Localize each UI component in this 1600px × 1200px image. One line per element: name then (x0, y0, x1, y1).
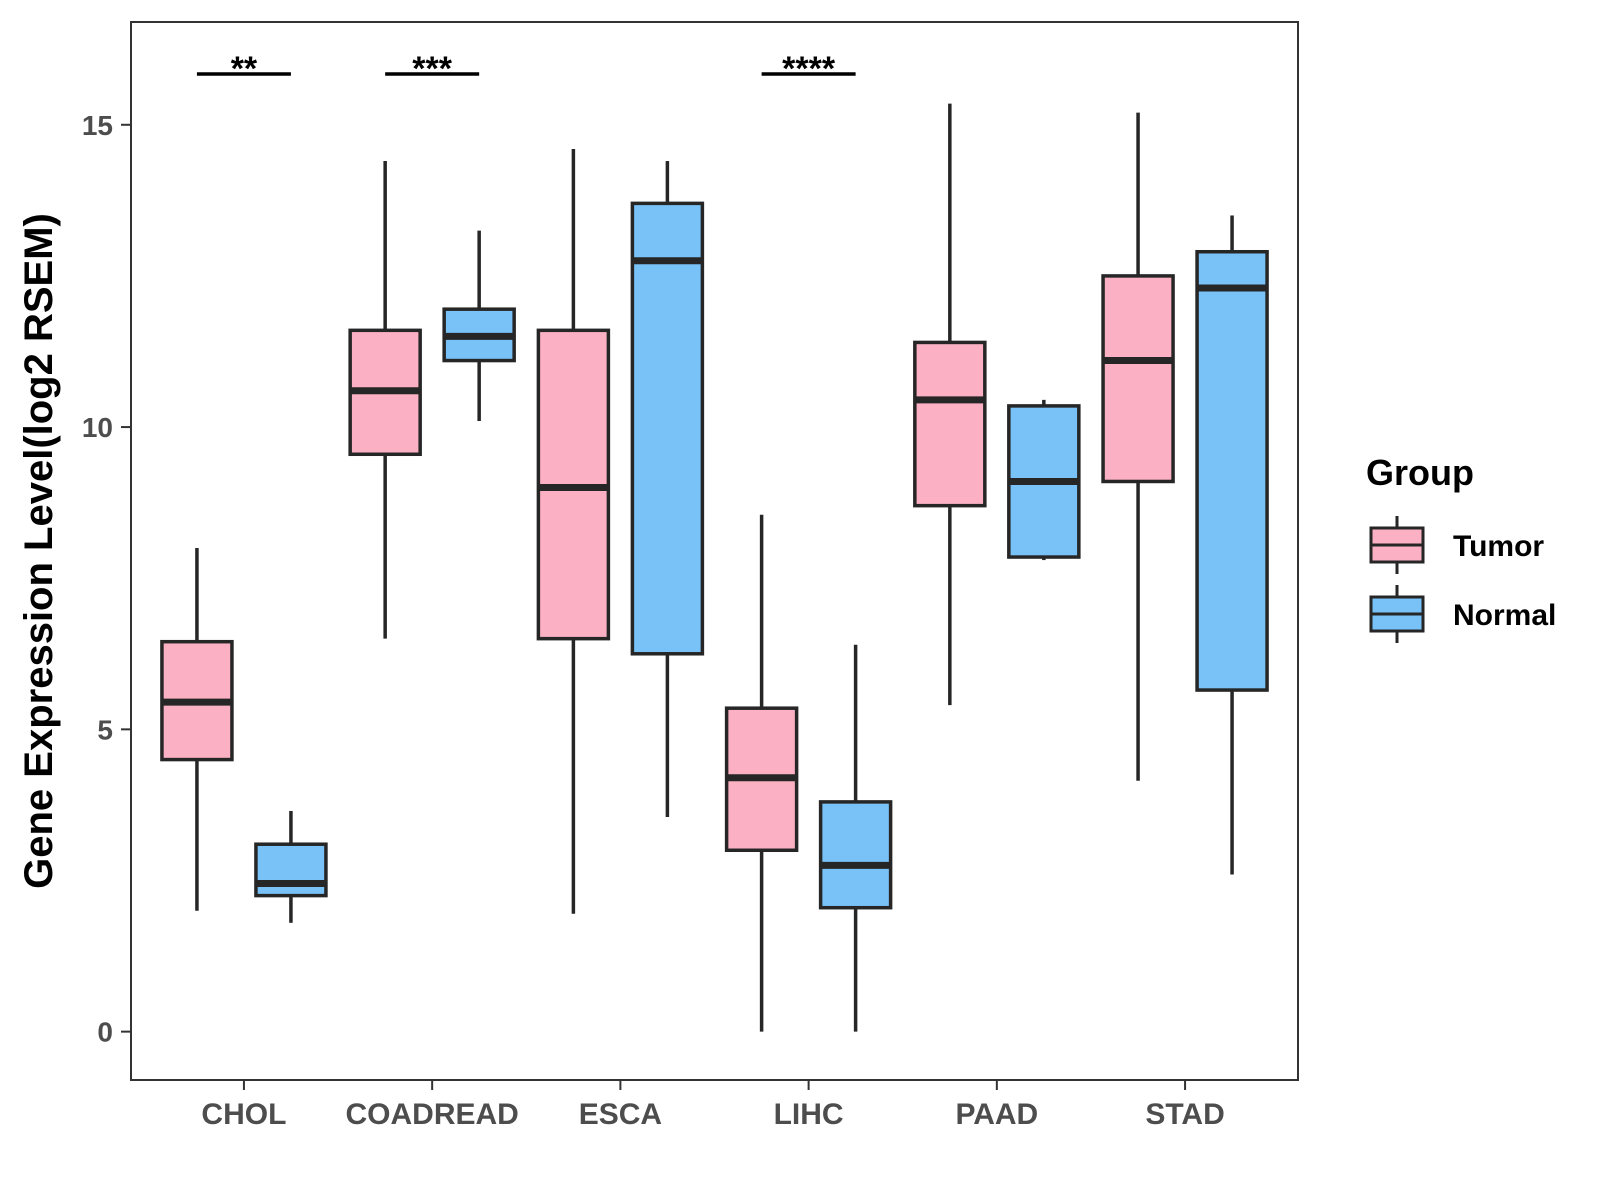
box-tumor-esca (536, 148, 611, 914)
legend-label: Normal (1453, 599, 1556, 632)
box-body (1101, 274, 1175, 484)
box-body (913, 340, 987, 508)
x-tick-label: CHOL (201, 1098, 286, 1131)
y-tick-label: 0 (97, 1017, 113, 1048)
box-normal-paad (1007, 399, 1081, 561)
box-body (254, 842, 328, 898)
box-normal-esca (630, 161, 705, 818)
legend-label: Tumor (1453, 530, 1544, 563)
y-axis-title: Gene Expression Level(log2 RSEM) (17, 213, 61, 889)
y-tick-label: 10 (82, 412, 113, 443)
legend-title: Group (1366, 452, 1474, 493)
x-tick-label: PAAD (955, 1098, 1038, 1131)
legend-item-tumor: Tumor (1369, 516, 1544, 574)
box-body (818, 800, 893, 910)
box-tumor-lihc (724, 514, 799, 1032)
box-normal-stad (1195, 215, 1269, 875)
significance-label: ** (231, 50, 258, 88)
box-normal-coadread (442, 230, 516, 422)
box-tumor-paad (913, 103, 987, 706)
box-tumor-stad (1101, 112, 1175, 781)
y-tick-label: 5 (97, 714, 113, 745)
significance-annotations: ** *** **** (196, 50, 856, 88)
box-group (160, 103, 1269, 1032)
x-tick-label: STAD (1145, 1098, 1224, 1131)
significance-label: *** (412, 50, 452, 88)
box-normal-chol (254, 810, 328, 923)
y-axis: 0 5 10 15 (82, 110, 131, 1048)
box-normal-lihc (818, 644, 893, 1032)
x-tick-label: LIHC (774, 1098, 844, 1131)
y-tick-label: 15 (82, 110, 113, 141)
x-tick-label: COADREAD (345, 1098, 518, 1131)
legend-key (1369, 585, 1425, 643)
legend-key (1369, 516, 1425, 574)
plot-panel (130, 21, 1299, 1081)
legend-item-normal: Normal (1369, 585, 1556, 643)
x-axis: CHOL COADREAD ESCA LIHC PAAD STAD (201, 1080, 1225, 1131)
significance-label: **** (782, 50, 836, 88)
x-tick-label: ESCA (579, 1098, 662, 1131)
box-body (630, 201, 705, 656)
legend: Group Tumor Normal (1366, 452, 1556, 643)
box-tumor-coadread (348, 161, 422, 639)
box-body (1195, 249, 1269, 692)
box-tumor-chol (160, 547, 234, 911)
